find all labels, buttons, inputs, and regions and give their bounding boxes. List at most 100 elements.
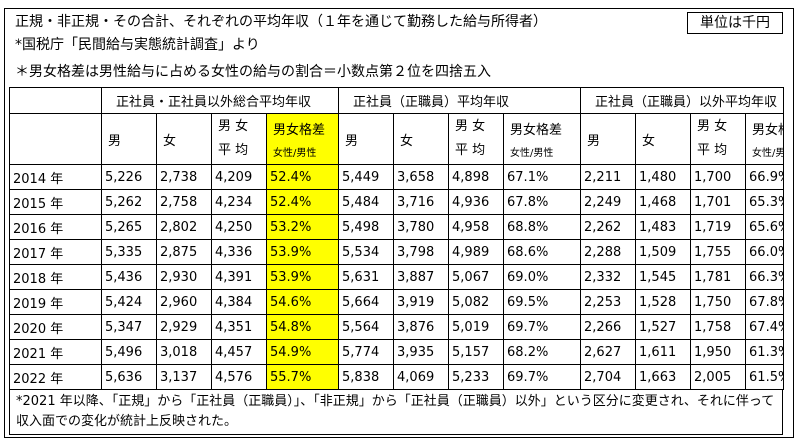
- year-cell: 2017 年: [9, 239, 102, 265]
- regular-average-cell: 4,898: [448, 164, 505, 190]
- regular-male-cell: 5,449: [338, 164, 395, 190]
- regular-male-cell: 5,484: [338, 189, 395, 215]
- regular-average-cell: 5,082: [448, 289, 505, 315]
- regular-average-cell: 5,233: [448, 364, 505, 390]
- corner-cell: [9, 87, 102, 114]
- sub-header-gap-top: 男女格差: [752, 123, 783, 138]
- total-gap-cell: 54.8%: [265, 314, 340, 340]
- nonregular-female-cell: 1,527: [635, 314, 692, 340]
- nonregular-average-cell: 2,005: [690, 364, 747, 390]
- year-cell: 2016 年: [9, 214, 102, 240]
- year-cell: 2021 年: [9, 339, 102, 365]
- sub-header-nonregular-average: 男 女平 均: [690, 113, 747, 165]
- sub-header-row: 男女男 女平 均男女格差 女性/男性男女男 女平 均男女格差 女性/男性男女男 女平…: [9, 113, 785, 165]
- nonregular-gap-cell: 67.8%: [745, 289, 785, 315]
- sub-header-gap-top: 男女格差: [510, 123, 563, 138]
- sub-header-gap-bottom: 女性/男性: [510, 148, 554, 159]
- sub-header-gap-top: 男女格差: [273, 123, 326, 138]
- nonregular-male-cell: 2,332: [580, 264, 637, 290]
- regular-female-cell: 4,069: [393, 364, 450, 390]
- sub-header-nonregular-female: 女: [635, 113, 692, 165]
- table-row: 2021 年 5,496 3,018 4,457 54.9% 5,774 3,935 5,15…: [9, 339, 785, 365]
- regular-male-cell: 5,498: [338, 214, 395, 240]
- total-average-cell: 4,384: [211, 289, 267, 315]
- sub-header-total-gap: 男女格差女性/男性: [265, 113, 340, 165]
- regular-average-cell: 4,958: [448, 214, 505, 240]
- nonregular-average-cell: 1,781: [690, 264, 747, 290]
- total-male-cell: 5,347: [101, 314, 157, 340]
- total-gap-cell: 52.4%: [265, 189, 340, 215]
- nonregular-average-cell: 1,719: [690, 214, 747, 240]
- nonregular-average-cell: 1,701: [690, 189, 747, 215]
- regular-gap-cell: 68.8%: [503, 214, 582, 240]
- table-row: 2016 年 5,265 2,802 4,250 53.2% 5,498 3,780 4,95…: [9, 214, 785, 240]
- sheet-title: 正規・非正規・その合計、それぞれの平均年収（１年を通じて勤務した給与所得者）: [15, 14, 547, 30]
- sub-header-regular-male: 男: [338, 113, 395, 165]
- regular-gap-cell: 69.0%: [503, 264, 582, 290]
- regular-gap-cell: 67.8%: [503, 189, 582, 215]
- total-average-cell: 4,209: [211, 164, 267, 190]
- total-male-cell: 5,424: [101, 289, 157, 315]
- nonregular-gap-cell: 61.5%: [745, 364, 785, 390]
- sub-header-corner: [9, 113, 102, 165]
- regular-female-cell: 3,658: [393, 164, 450, 190]
- nonregular-female-cell: 1,611: [635, 339, 692, 365]
- year-cell: 2019 年: [9, 289, 102, 315]
- table-row: 2022 年 5,636 3,137 4,576 55.7% 5,838 4,069 5,23…: [9, 364, 785, 390]
- regular-male-cell: 5,664: [338, 289, 395, 315]
- total-average-cell: 4,336: [211, 239, 267, 265]
- group-header-total: 正社員・正社員以外総合平均年収: [100, 87, 340, 114]
- sub-header-gap-bottom: 女性/男性: [273, 148, 317, 159]
- nonregular-gap-cell: 67.4%: [745, 314, 785, 340]
- regular-male-cell: 5,564: [338, 314, 395, 340]
- sub-header-female-label: 女: [163, 133, 177, 149]
- total-gap-cell: 54.9%: [265, 339, 340, 365]
- sub-header-avg-bottom: 平 均: [697, 143, 728, 158]
- regular-female-cell: 3,887: [393, 264, 450, 290]
- total-average-cell: 4,391: [211, 264, 267, 290]
- nonregular-female-cell: 1,545: [635, 264, 692, 290]
- total-male-cell: 5,262: [101, 189, 157, 215]
- group-header-row: 正社員・正社員以外総合平均年収 正社員（正職員）平均年収 正社員（正職員）以外平…: [9, 87, 785, 114]
- regular-gap-cell: 68.6%: [503, 239, 582, 265]
- regular-male-cell: 5,631: [338, 264, 395, 290]
- total-gap-cell: 54.6%: [265, 289, 340, 315]
- sub-header-avg-top: 男 女: [455, 119, 486, 134]
- nonregular-gap-cell: 66.0%: [745, 239, 785, 265]
- nonregular-male-cell: 2,253: [580, 289, 637, 315]
- regular-average-cell: 5,067: [448, 264, 505, 290]
- regular-gap-cell: 69.7%: [503, 364, 582, 390]
- regular-gap-cell: 69.7%: [503, 314, 582, 340]
- total-female-cell: 2,930: [156, 264, 212, 290]
- regular-female-cell: 3,935: [393, 339, 450, 365]
- regular-female-cell: 3,798: [393, 239, 450, 265]
- nonregular-average-cell: 1,750: [690, 289, 747, 315]
- nonregular-average-cell: 1,700: [690, 164, 747, 190]
- total-male-cell: 5,496: [101, 339, 157, 365]
- regular-male-cell: 5,774: [338, 339, 395, 365]
- regular-female-cell: 3,876: [393, 314, 450, 340]
- nonregular-male-cell: 2,211: [580, 164, 637, 190]
- nonregular-gap-cell: 65.3%: [745, 189, 785, 215]
- spreadsheet-sheet: 正規・非正規・その合計、それぞれの平均年収（１年を通じて勤務した給与所得者） 単…: [4, 8, 794, 438]
- table-row: 2017 年 5,335 2,875 4,336 53.9% 5,534 3,798 4,98…: [9, 239, 785, 265]
- sub-header-female-label: 女: [642, 133, 656, 149]
- nonregular-female-cell: 1,468: [635, 189, 692, 215]
- total-female-cell: 2,960: [156, 289, 212, 315]
- total-male-cell: 5,636: [101, 364, 157, 390]
- nonregular-gap-cell: 66.3%: [745, 264, 785, 290]
- regular-female-cell: 3,716: [393, 189, 450, 215]
- year-cell: 2014 年: [9, 164, 102, 190]
- nonregular-male-cell: 2,266: [580, 314, 637, 340]
- total-gap-cell: 53.2%: [265, 214, 340, 240]
- total-gap-cell: 53.9%: [265, 264, 340, 290]
- nonregular-male-cell: 2,627: [580, 339, 637, 365]
- sub-header-total-female: 女: [156, 113, 212, 165]
- nonregular-gap-cell: 61.3%: [745, 339, 785, 365]
- nonregular-average-cell: 1,755: [690, 239, 747, 265]
- total-gap-cell: 53.9%: [265, 239, 340, 265]
- sub-header-avg-bottom: 平 均: [218, 143, 249, 158]
- nonregular-female-cell: 1,528: [635, 289, 692, 315]
- sub-header-male-label: 男: [345, 133, 359, 149]
- table-row: 2019 年 5,424 2,960 4,384 54.6% 5,664 3,919 5,08…: [9, 289, 785, 315]
